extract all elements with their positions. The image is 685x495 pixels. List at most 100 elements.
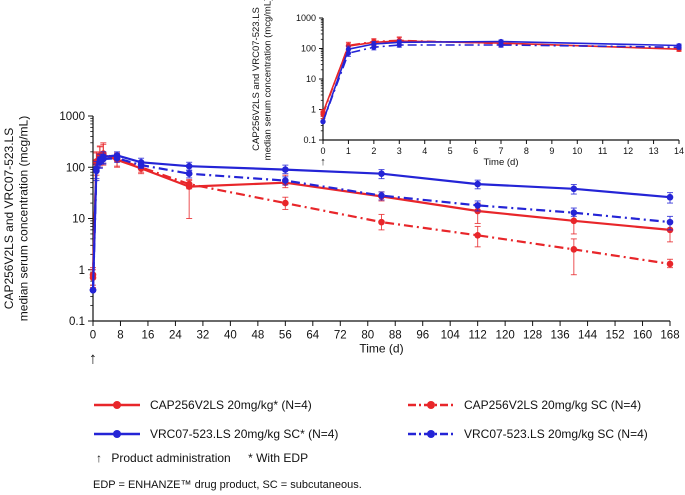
edp-note: * With EDP — [248, 451, 309, 465]
data-point — [378, 192, 385, 199]
y-axis-title: median serum concentration (mcg/mL) — [16, 116, 30, 321]
x-tick-label: 12 — [623, 146, 633, 156]
data-point — [113, 154, 121, 162]
x-tick-label: 72 — [334, 330, 347, 342]
series-line — [322, 40, 680, 122]
administration-arrow: ↑ — [320, 156, 326, 168]
x-tick-label: 6 — [473, 146, 478, 156]
x-tick-label: 11 — [598, 146, 607, 156]
series-2 — [320, 38, 682, 125]
y-tick-label: 1 — [311, 105, 316, 115]
x-axis-title: Time (d) — [483, 157, 518, 168]
x-tick-label: 5 — [448, 146, 453, 156]
y-tick-label: 100 — [66, 162, 85, 174]
data-point — [93, 167, 100, 175]
data-point — [474, 202, 481, 209]
y-axis-title: median serum concentration (mcg/mL) — [262, 0, 273, 160]
legend-swatch — [94, 401, 140, 409]
y-axis-title: CAP256V2LS and VRC07-523.LS — [251, 7, 262, 151]
x-axis-title: Time (d) — [359, 342, 403, 356]
data-point — [666, 193, 674, 201]
data-point — [185, 162, 193, 170]
y-tick-label: 0.1 — [303, 135, 316, 145]
x-tick-label: 152 — [605, 330, 624, 342]
series-line — [322, 40, 680, 113]
data-point — [185, 170, 193, 177]
legend-swatch — [94, 430, 140, 438]
data-point — [345, 50, 352, 56]
legend-swatch — [408, 401, 454, 409]
data-point — [474, 180, 481, 188]
x-tick-label: 96 — [416, 330, 429, 342]
data-point — [570, 246, 578, 253]
y-tick-label: 100 — [301, 44, 316, 54]
x-tick-label: 56 — [279, 330, 292, 342]
x-tick-label: 168 — [660, 330, 679, 342]
arrow-note-text: Product administration — [111, 451, 231, 465]
x-tick-label: 1 — [346, 146, 351, 156]
series-line — [91, 157, 671, 291]
legend-label: CAP256V2LS 20mg/kg* (N=4) — [150, 398, 312, 412]
x-tick-label: 7 — [498, 146, 503, 156]
x-tick-label: 88 — [389, 330, 402, 342]
x-tick-label: 16 — [142, 330, 155, 342]
series-3 — [320, 42, 682, 125]
data-point — [100, 155, 107, 163]
data-point — [498, 42, 504, 48]
series-line — [322, 44, 680, 122]
data-point — [185, 180, 193, 188]
x-tick-label: 0 — [320, 146, 325, 156]
legend-item-cap-edp: CAP256V2LS 20mg/kg* (N=4) — [92, 398, 312, 412]
data-point — [666, 260, 674, 268]
x-tick-label: 48 — [251, 330, 264, 342]
administration-arrow: ↑ — [89, 351, 97, 368]
data-point — [282, 199, 289, 207]
x-tick-label: 80 — [361, 330, 374, 342]
x-tick-label: 120 — [496, 330, 515, 342]
data-point — [378, 170, 385, 177]
x-tick-label: 10 — [572, 146, 582, 156]
data-point — [320, 119, 326, 125]
data-point — [570, 209, 578, 216]
x-tick-label: 8 — [524, 146, 529, 156]
legend-swatch — [408, 430, 454, 438]
legend-item-vrc-sc: VRC07-523.LS 20mg/kg SC (N=4) — [406, 427, 648, 441]
series-line — [322, 39, 680, 115]
x-tick-label: 32 — [197, 330, 210, 342]
y-tick-label: 1000 — [59, 111, 85, 123]
legend-item-vrc-edp: VRC07-523.LS 20mg/kg SC* (N=4) — [92, 427, 338, 441]
y-tick-label: 0.1 — [69, 316, 85, 328]
data-point — [137, 161, 145, 169]
y-axis-title: CAP256V2LS and VRC07-523.LS — [2, 128, 16, 309]
data-point — [666, 218, 674, 226]
data-point — [282, 166, 289, 173]
x-tick-label: 14 — [674, 146, 684, 156]
x-tick-label: 136 — [551, 330, 570, 342]
x-tick-label: 3 — [397, 146, 402, 156]
legend-label: CAP256V2LS 20mg/kg SC (N=4) — [464, 398, 642, 412]
data-point — [474, 232, 481, 239]
x-tick-label: 24 — [169, 330, 182, 342]
x-tick-label: 4 — [422, 146, 427, 156]
x-tick-label: 104 — [441, 330, 461, 342]
data-point — [345, 42, 352, 49]
x-tick-label: 9 — [549, 146, 554, 156]
x-tick-label: 8 — [117, 330, 123, 342]
data-point — [396, 42, 402, 48]
x-tick-label: 128 — [523, 330, 542, 342]
x-tick-label: 13 — [649, 146, 659, 156]
data-point — [570, 217, 578, 225]
x-tick-label: 112 — [468, 330, 486, 342]
y-tick-label: 1 — [79, 265, 85, 277]
x-tick-label: 2 — [371, 146, 376, 156]
data-point — [371, 44, 377, 50]
y-tick-label: 10 — [306, 74, 316, 84]
y-tick-label: 1000 — [296, 13, 316, 23]
arrow-note: ↑ Product administration * With EDP — [96, 451, 308, 465]
x-tick-label: 160 — [633, 330, 652, 342]
legend-label: VRC07-523.LS 20mg/kg SC* (N=4) — [150, 427, 339, 441]
data-point — [570, 185, 578, 193]
data-point — [676, 44, 682, 50]
